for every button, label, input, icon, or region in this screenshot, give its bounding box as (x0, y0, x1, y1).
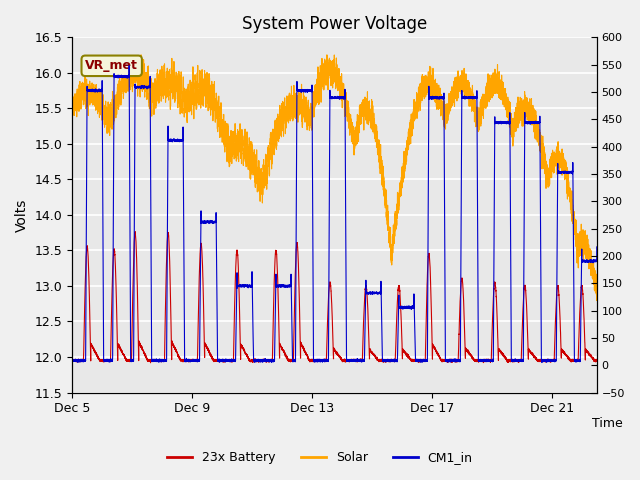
Y-axis label: Volts: Volts (15, 198, 29, 232)
Title: System Power Voltage: System Power Voltage (242, 15, 427, 33)
X-axis label: Time: Time (592, 418, 623, 431)
Text: VR_met: VR_met (85, 60, 138, 72)
Legend: 23x Battery, Solar, CM1_in: 23x Battery, Solar, CM1_in (163, 446, 477, 469)
